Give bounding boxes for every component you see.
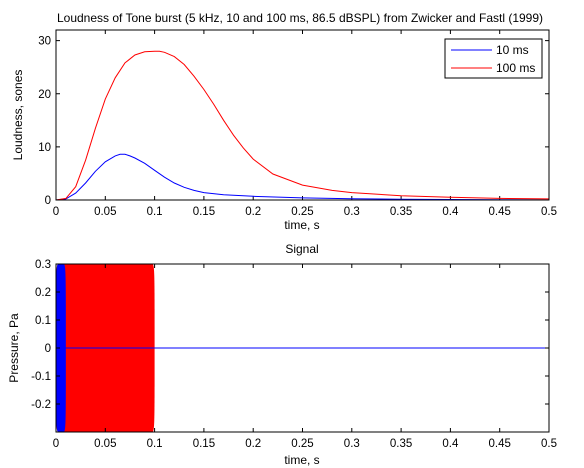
x-tick-label: 0.15: [193, 206, 215, 218]
x-tick-label: 0.45: [489, 206, 511, 218]
y-tick-label: 30: [38, 36, 51, 48]
x-tick-label: 0.2: [245, 438, 261, 450]
signal-plot: Signal 0 0.05 0.1 0.15 0.2 0.25 0.3 0.35 0.4 0.45…: [7, 242, 557, 467]
loudness-axes-box: [55, 29, 550, 201]
y-tick-label: -0.1: [31, 371, 51, 383]
loudness-xlabel: time, s: [284, 218, 319, 232]
loudness-plot: Loudness of Tone burst (5 kHz, 10 and 10…: [11, 11, 557, 232]
x-tick-label: 0.05: [94, 206, 116, 218]
x-tick-label: 0.4: [442, 206, 459, 218]
x-tick-label: 0.3: [344, 206, 360, 218]
x-tick-label: 0.15: [193, 438, 215, 450]
y-tick-label: 10: [38, 142, 51, 154]
series-line-100ms: [55, 50, 550, 201]
y-tick-label: 0: [45, 343, 51, 355]
loudness-curves: [55, 50, 550, 201]
x-tick-label: 0.35: [390, 206, 412, 218]
x-tick-label: 0.5: [541, 206, 557, 218]
loudness-ylabel: Loudness, sones: [11, 70, 25, 161]
loudness-ticks: 0 0.05 0.1 0.15 0.2 0.25 0.3 0.35 0.4 0.45 0.5 0 10 2…: [38, 30, 557, 218]
x-tick-label: 0: [53, 438, 59, 450]
x-tick-label: 0.3: [344, 438, 360, 450]
y-tick-label: 0: [45, 195, 51, 207]
x-tick-label: 0.35: [390, 438, 412, 450]
signal-axes-box: [55, 263, 550, 433]
y-tick-label: 0.1: [35, 315, 51, 327]
x-tick-label: 0.45: [489, 438, 511, 450]
x-tick-label: 0.4: [442, 438, 459, 450]
signal-xlabel: time, s: [284, 453, 319, 467]
x-tick-label: 0.05: [94, 438, 116, 450]
signal-waveforms: [56, 264, 549, 432]
x-tick-label: 0: [53, 206, 59, 218]
signal-title: Signal: [285, 242, 318, 256]
series-line-10ms: [55, 153, 550, 201]
signal-ylabel: Pressure, Pa: [7, 313, 21, 383]
legend-label-10ms: 10 ms: [496, 43, 529, 57]
loudness-title: Loudness of Tone burst (5 kHz, 10 and 10…: [57, 11, 543, 25]
legend-box: [444, 38, 543, 79]
x-tick-label: 0.2: [245, 206, 261, 218]
y-tick-label: 20: [38, 89, 51, 101]
legend: 10 ms 100 ms: [444, 38, 543, 79]
x-tick-label: 0.1: [147, 438, 163, 450]
x-tick-label: 0.5: [541, 438, 557, 450]
legend-label-100ms: 100 ms: [496, 61, 535, 75]
y-tick-label: 0.3: [35, 259, 51, 271]
x-tick-label: 0.1: [147, 206, 163, 218]
y-tick-label: 0.2: [35, 287, 51, 299]
x-tick-label: 0.25: [291, 206, 313, 218]
y-tick-label: -0.2: [31, 399, 51, 411]
x-tick-label: 0.25: [291, 438, 313, 450]
